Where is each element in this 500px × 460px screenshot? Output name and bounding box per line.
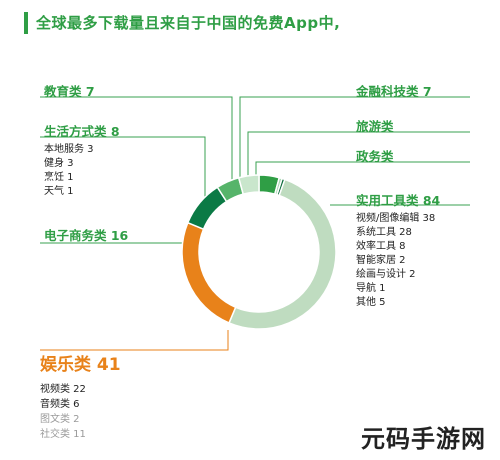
watermark: 元码手游网 [361, 425, 486, 453]
sub-list-tools: 视频/图像编辑 38 系统工具 28 效率工具 8 智能家居 2 绘画与设计 2… [356, 212, 435, 310]
sub-item: 天气 1 [44, 186, 74, 197]
sub-item: 其他 5 [356, 297, 386, 308]
sub-item: 效率工具 8 [356, 241, 406, 252]
label-edu: 教育类 7 [44, 84, 95, 99]
sub-item: 音频类 6 [40, 399, 80, 410]
slice-3 [228, 178, 337, 330]
label-ecom: 电子商务类 16 [44, 228, 129, 243]
leader-ent [40, 330, 229, 351]
label-gov: 政务类 [356, 149, 394, 164]
leader-fin [239, 96, 470, 180]
sub-item: 视频类 22 [40, 384, 86, 395]
sub-item: 视频/图像编辑 38 [356, 213, 436, 224]
slice-4 [181, 221, 237, 324]
sub-item: 图文类 2 [40, 414, 80, 425]
sub-list-life: 本地服务 3 健身 3 烹饪 1 天气 1 [44, 143, 94, 199]
sub-item: 系统工具 28 [356, 227, 412, 238]
sub-item: 导航 1 [356, 283, 386, 294]
label-life: 生活方式类 8 [44, 124, 120, 139]
sub-item: 烹饪 1 [44, 172, 74, 183]
slice-7 [237, 174, 260, 196]
label-fin: 金融科技类 7 [356, 84, 432, 99]
chart-title: 全球最多下载量且来自于中国的免费App中, [36, 14, 341, 32]
title-accent-bar [24, 12, 28, 34]
sub-item: 社交类 11 [40, 429, 86, 440]
sub-item: 本地服务 3 [44, 144, 94, 155]
label-travel: 旅游类 [356, 119, 394, 134]
label-ent: 娱乐类 41 [40, 355, 121, 375]
leader-travel [247, 131, 470, 178]
sub-item: 绘画与设计 2 [356, 269, 416, 280]
leader-life [40, 136, 206, 198]
label-tools: 实用工具类 84 [356, 193, 441, 208]
sub-item: 智能家居 2 [356, 255, 406, 266]
leader-gov [255, 161, 470, 178]
sub-item: 健身 3 [44, 158, 74, 169]
leader-edu [40, 96, 233, 185]
sub-list-ent: 视频类 22 音频类 6 图文类 2 社交类 11 [40, 382, 86, 442]
